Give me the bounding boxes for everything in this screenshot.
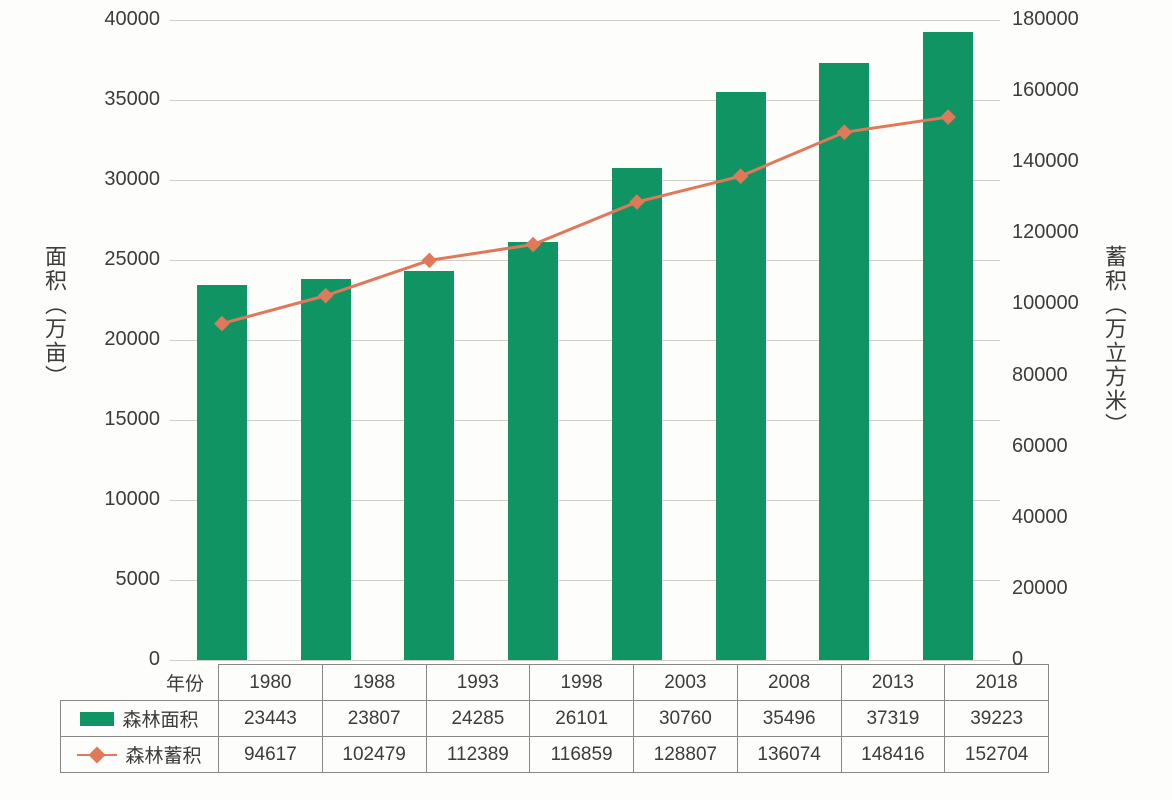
table-cell: 2018 bbox=[945, 665, 1049, 701]
table-cell: 35496 bbox=[737, 701, 841, 737]
table-cell: 128807 bbox=[634, 737, 738, 773]
legend-cell: 森林蓄积 bbox=[61, 737, 219, 773]
line-marker bbox=[837, 125, 853, 141]
y-right-tick-label: 100000 bbox=[1012, 292, 1079, 315]
table-cell: 94617 bbox=[219, 737, 323, 773]
y-left-tick-label: 5000 bbox=[116, 568, 161, 591]
table-cell: 1980 bbox=[219, 665, 323, 701]
line-marker bbox=[318, 288, 334, 304]
y-left-axis-title: 面积（万亩） bbox=[38, 245, 70, 389]
table-cell: 2003 bbox=[634, 665, 738, 701]
line-marker bbox=[422, 253, 438, 269]
table-cell: 30760 bbox=[634, 701, 738, 737]
table-cell: 136074 bbox=[737, 737, 841, 773]
legend-label-bar: 森林面积 bbox=[122, 705, 198, 732]
table-cell: 26101 bbox=[530, 701, 634, 737]
y-left-tick-label: 35000 bbox=[104, 88, 160, 111]
table-year-label: 年份 bbox=[61, 665, 219, 701]
line-marker bbox=[733, 168, 749, 184]
y-left-tick-label: 25000 bbox=[104, 248, 160, 271]
line-series bbox=[170, 20, 1000, 660]
table-cell: 1998 bbox=[530, 665, 634, 701]
data-table: 年份19801988199319982003200820132018 森林面积 23… bbox=[60, 664, 1049, 773]
table-cell: 102479 bbox=[322, 737, 426, 773]
y-left-tick-label: 40000 bbox=[104, 8, 160, 31]
gridline bbox=[170, 660, 1000, 661]
y-right-tick-label: 60000 bbox=[1012, 435, 1068, 458]
line-marker bbox=[629, 194, 645, 210]
legend-swatch-bar bbox=[80, 712, 114, 726]
y-right-tick-label: 80000 bbox=[1012, 364, 1068, 387]
line-marker bbox=[940, 109, 956, 125]
legend-swatch-line bbox=[77, 747, 117, 763]
y-left-tick-label: 15000 bbox=[104, 408, 160, 431]
table-cell: 116859 bbox=[530, 737, 634, 773]
table-cell: 24285 bbox=[426, 701, 530, 737]
y-right-tick-label: 0 bbox=[1012, 648, 1023, 671]
y-right-axis-title: 蓄积（万立方米） bbox=[1098, 245, 1130, 437]
y-right-tick-label: 120000 bbox=[1012, 221, 1079, 244]
y-left-tick-label: 30000 bbox=[104, 168, 160, 191]
table-cell: 39223 bbox=[945, 701, 1049, 737]
y-left-tick-label: 20000 bbox=[104, 328, 160, 351]
table-cell: 2013 bbox=[841, 665, 945, 701]
legend-label-line: 森林蓄积 bbox=[125, 741, 201, 768]
y-left-tick-label: 10000 bbox=[104, 488, 160, 511]
plot-area bbox=[170, 20, 1000, 660]
y-left-tick-label: 0 bbox=[149, 648, 160, 671]
y-right-tick-label: 20000 bbox=[1012, 577, 1068, 600]
y-right-tick-label: 40000 bbox=[1012, 506, 1068, 529]
y-right-tick-label: 180000 bbox=[1012, 8, 1079, 31]
y-right-tick-label: 160000 bbox=[1012, 79, 1079, 102]
table-cell: 1988 bbox=[322, 665, 426, 701]
table-cell: 148416 bbox=[841, 737, 945, 773]
legend-cell: 森林面积 bbox=[61, 701, 219, 737]
forest-chart: 面积（万亩） 蓄积（万立方米） 年份1980198819931998200320… bbox=[0, 0, 1172, 800]
table-cell: 23807 bbox=[322, 701, 426, 737]
table-cell: 23443 bbox=[219, 701, 323, 737]
table-cell: 2008 bbox=[737, 665, 841, 701]
table-cell: 1993 bbox=[426, 665, 530, 701]
y-right-tick-label: 140000 bbox=[1012, 150, 1079, 173]
table-cell: 112389 bbox=[426, 737, 530, 773]
line-marker bbox=[214, 316, 230, 332]
table-cell: 152704 bbox=[945, 737, 1049, 773]
table-cell: 37319 bbox=[841, 701, 945, 737]
line-marker bbox=[525, 237, 541, 253]
